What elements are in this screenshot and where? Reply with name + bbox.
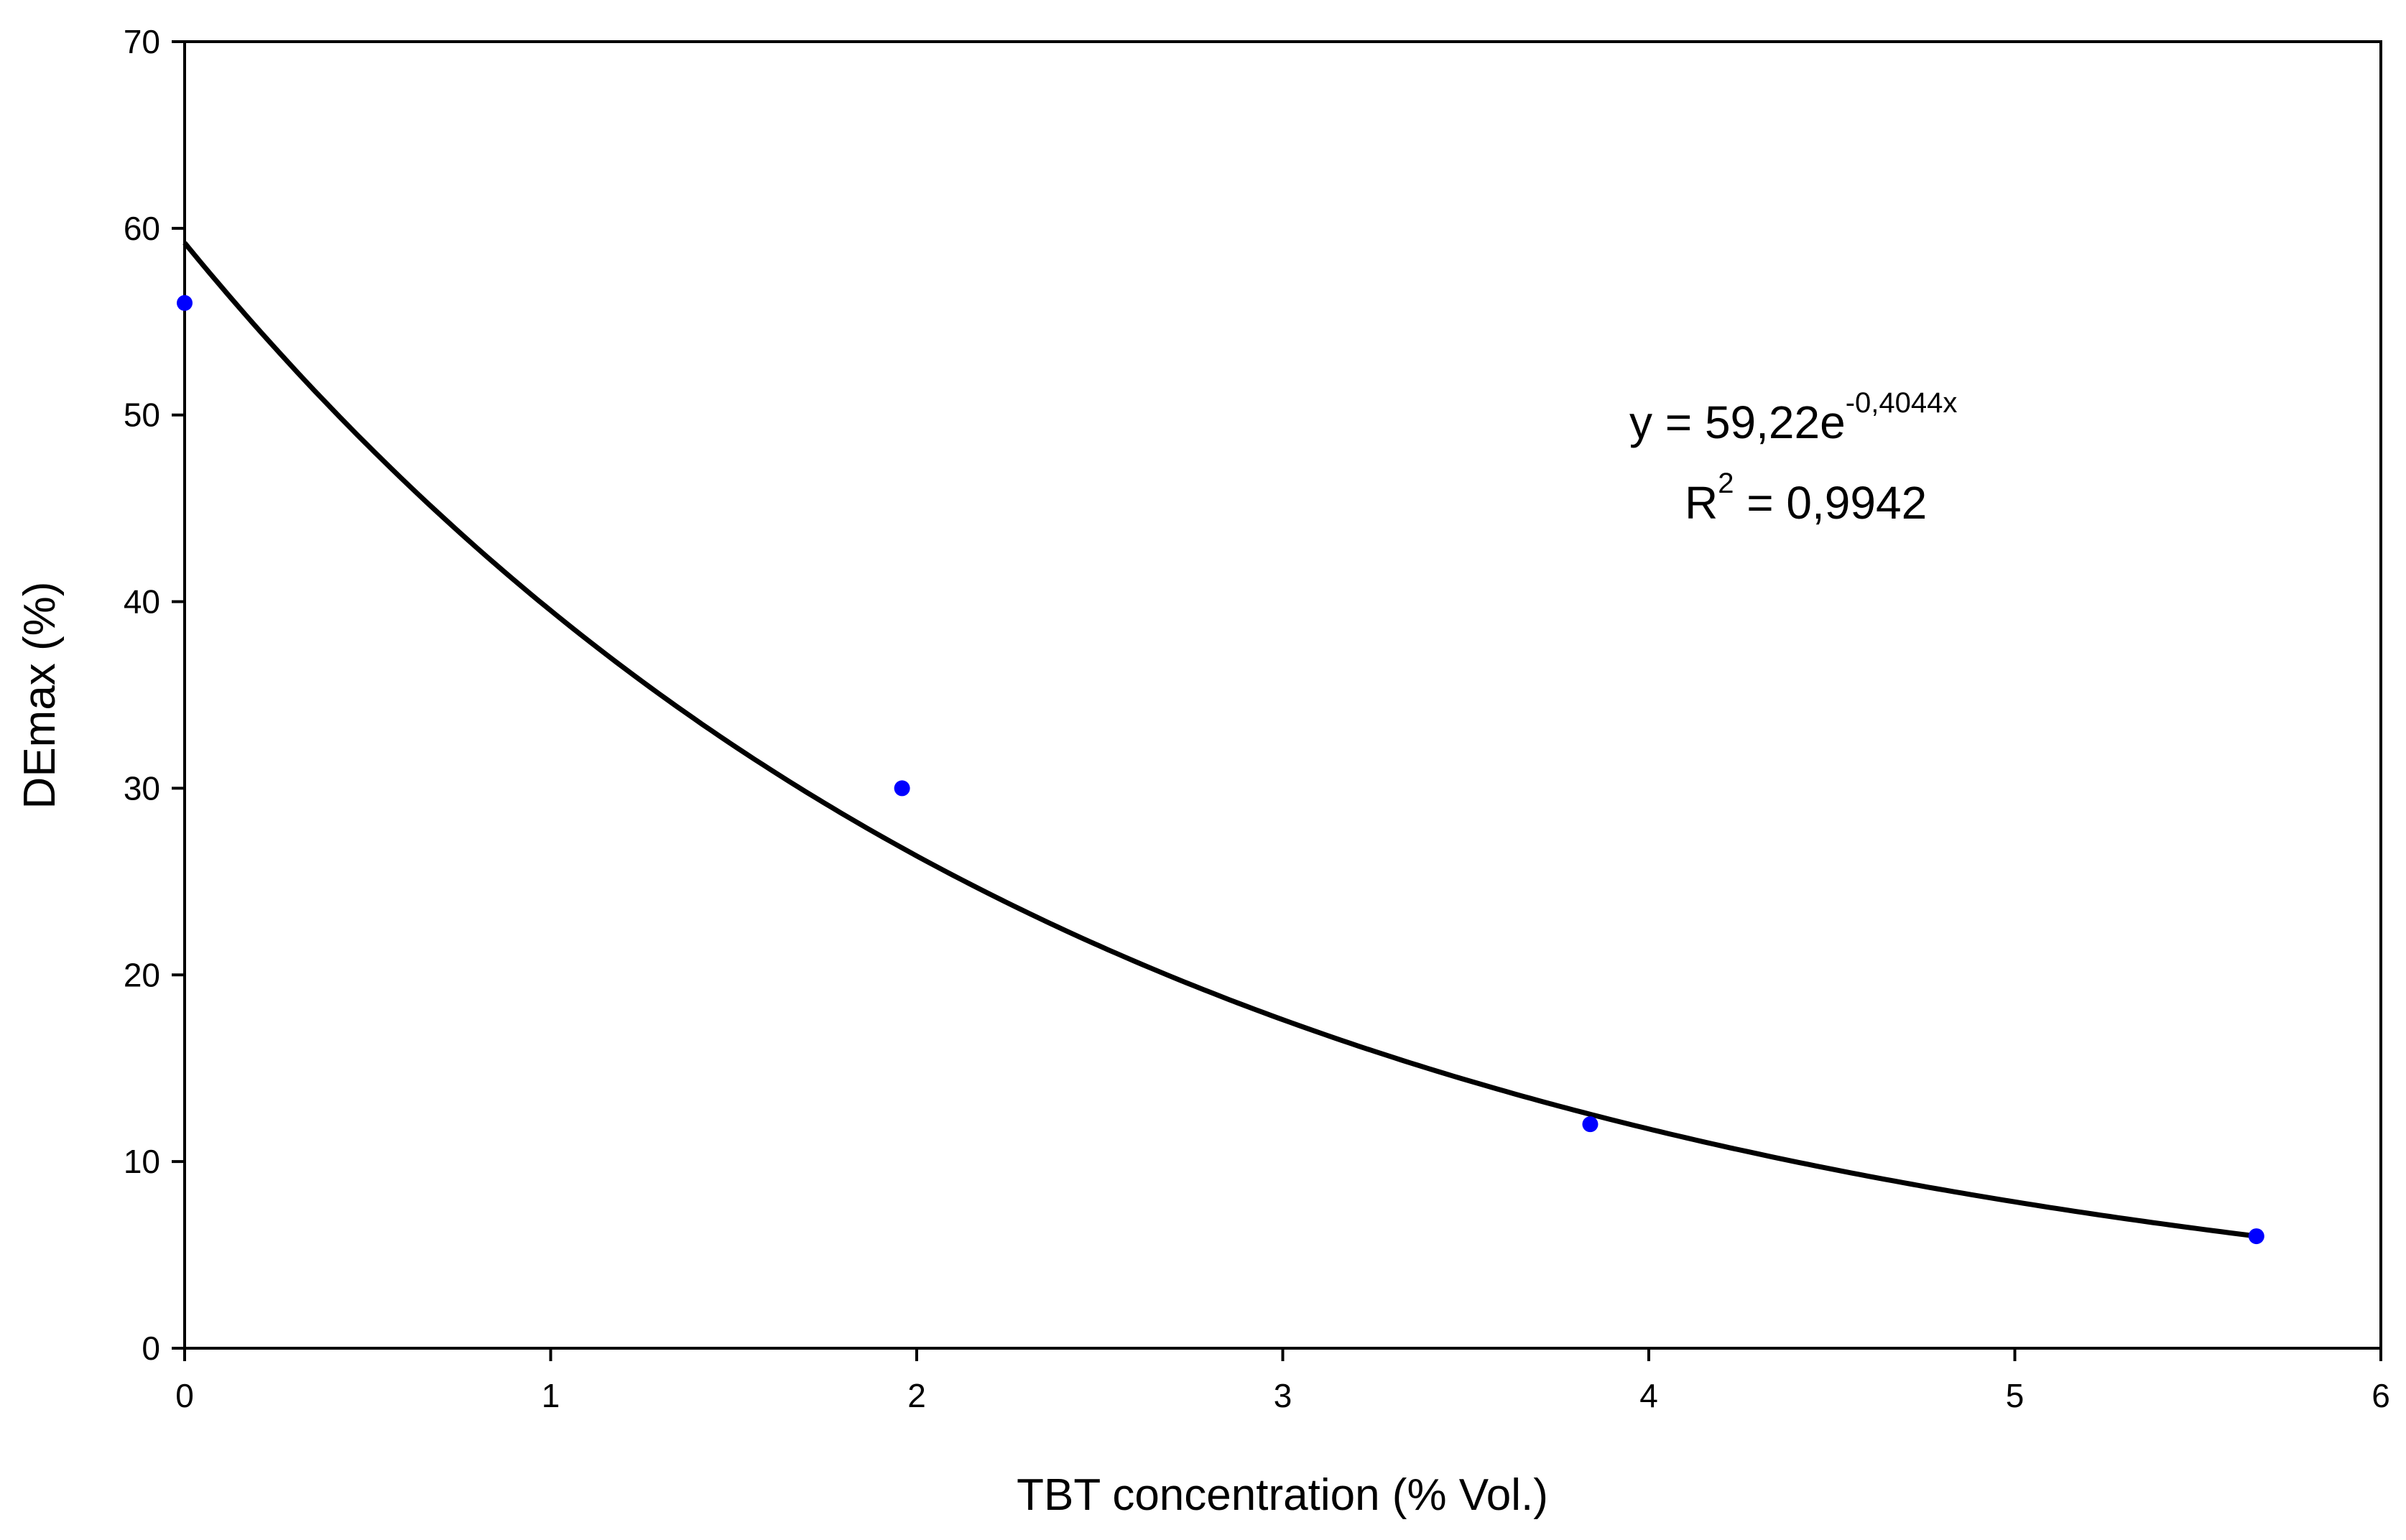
data-point xyxy=(2248,1228,2264,1245)
x-tick-label: 5 xyxy=(2006,1377,2025,1414)
data-point xyxy=(894,780,910,797)
y-tick-label: 70 xyxy=(124,23,160,60)
y-tick-label: 30 xyxy=(124,769,160,807)
y-tick-label: 0 xyxy=(142,1330,160,1367)
equation-prefix: y = 59,22e xyxy=(1629,396,1846,448)
y-tick-label: 50 xyxy=(124,396,160,434)
data-point xyxy=(1582,1116,1598,1133)
y-tick-label: 40 xyxy=(124,583,160,621)
y-axis-title: DEmax (%) xyxy=(15,582,65,810)
x-axis-ticks: 0 1 2 3 4 5 6 xyxy=(175,1348,2390,1414)
x-tick-label: 0 xyxy=(175,1377,194,1414)
equation-annotation: y = 59,22e-0,4044x R2 = 0,9942 xyxy=(1629,387,1957,529)
plot-area xyxy=(183,40,2382,1350)
r-squared-value: = 0,9942 xyxy=(1734,477,1927,529)
y-tick-label: 10 xyxy=(124,1143,160,1180)
data-point xyxy=(177,294,193,311)
x-tick-label: 6 xyxy=(2372,1377,2390,1414)
x-tick-label: 4 xyxy=(1639,1377,1658,1414)
y-tick-label: 20 xyxy=(124,956,160,993)
trendline-curve xyxy=(182,241,2257,1239)
x-axis-title: TBT concentration (% Vol.) xyxy=(1017,1470,1548,1520)
x-tick-label: 3 xyxy=(1274,1377,1292,1414)
x-tick-label: 2 xyxy=(907,1377,926,1414)
y-axis-ticks: 0 10 20 30 40 50 60 70 xyxy=(124,23,185,1367)
r-squared-exponent: 2 xyxy=(1718,468,1734,499)
r-squared-prefix: R xyxy=(1685,477,1718,529)
data-points xyxy=(177,294,2264,1245)
equation-exponent: -0,4044x xyxy=(1846,387,1958,419)
equation-text: y = 59,22e-0,4044x xyxy=(1629,387,1957,448)
y-tick-label: 60 xyxy=(124,210,160,247)
x-tick-label: 1 xyxy=(542,1377,560,1414)
r-squared-text: R2 = 0,9942 xyxy=(1685,468,1927,529)
